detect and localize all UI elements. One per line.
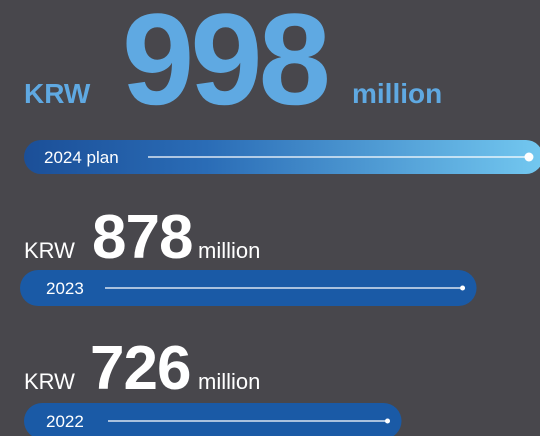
value: 726 (90, 334, 190, 403)
bar-label: 2024 plan (44, 148, 119, 167)
unit: million (198, 238, 260, 263)
bar-label: 2023 (46, 279, 84, 298)
value: 878 (92, 203, 192, 272)
bar-dot (385, 418, 391, 424)
currency: KRW (24, 78, 91, 109)
bar-dot (460, 285, 466, 291)
currency: KRW (24, 238, 75, 263)
currency: KRW (24, 369, 75, 394)
bar (24, 403, 402, 436)
bar-label: 2022 (46, 412, 84, 431)
unit: million (198, 369, 260, 394)
unit: million (352, 78, 442, 109)
bar-dot (524, 152, 534, 162)
value: 998 (122, 0, 328, 132)
